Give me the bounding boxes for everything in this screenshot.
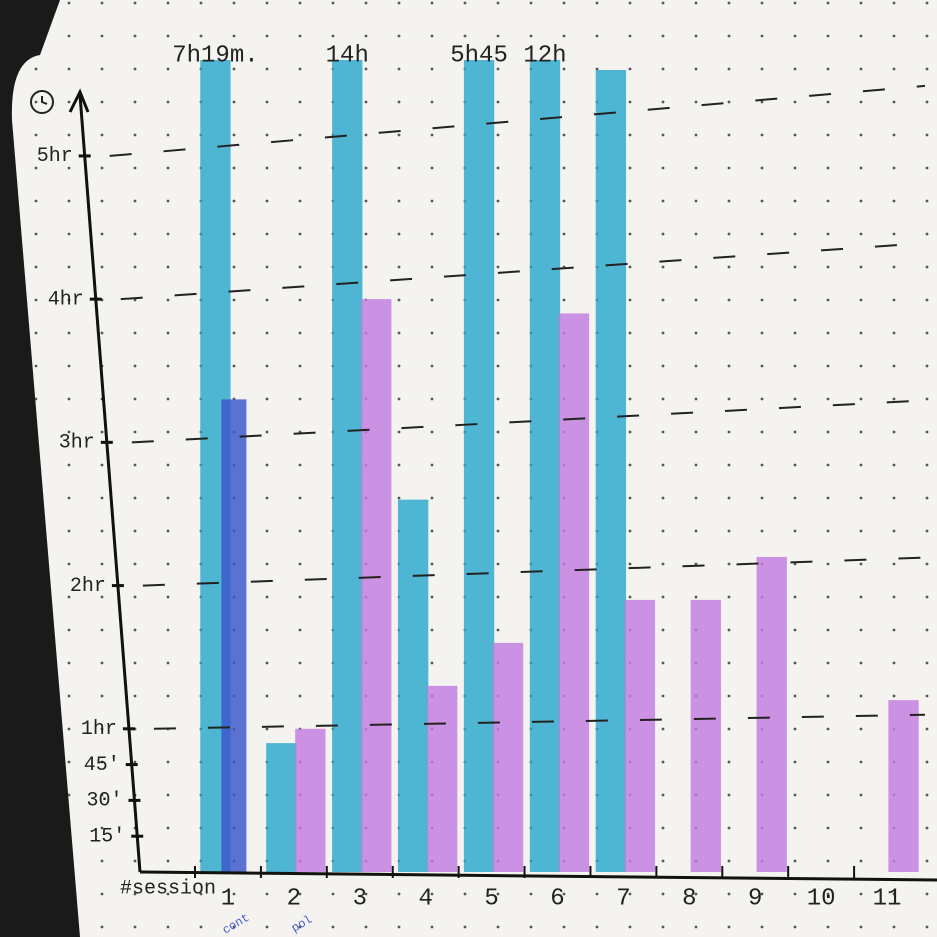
y-tick-label: 2hr xyxy=(70,575,106,598)
grid-line xyxy=(142,556,926,587)
bar xyxy=(529,60,561,872)
bar xyxy=(756,556,787,872)
value-label: 5h45 xyxy=(450,42,508,69)
y-tick-label: 3hr xyxy=(59,432,95,455)
bar xyxy=(398,499,429,872)
x-axis-label: #session xyxy=(120,877,216,900)
y-tick-label: 5hr xyxy=(37,145,73,168)
plot-area xyxy=(200,60,919,873)
y-tick-label: 15' xyxy=(89,825,125,848)
grid-line xyxy=(131,399,926,444)
x-tick-label: 6 xyxy=(550,885,564,912)
bar xyxy=(463,60,495,872)
x-tick-label: 2 xyxy=(287,885,301,912)
value-label: 7h19m. xyxy=(172,42,258,69)
y-tick-label: 30' xyxy=(86,790,122,813)
x-tick-label: 3 xyxy=(353,885,367,912)
bar xyxy=(595,70,627,872)
y-tick-label: 45' xyxy=(84,754,120,777)
y-tick-label: 4hr xyxy=(48,288,84,311)
x-tick-label: 4 xyxy=(418,885,432,912)
bar xyxy=(427,685,458,872)
bar xyxy=(361,299,392,873)
bar xyxy=(888,700,919,872)
x-tick-label: 10 xyxy=(807,885,836,912)
bar xyxy=(690,599,721,872)
clock-hands xyxy=(41,96,48,105)
bar xyxy=(295,728,326,872)
bar xyxy=(266,743,297,872)
x-tick-label: 7 xyxy=(616,885,630,912)
bar xyxy=(624,599,656,872)
x-tick-label: 9 xyxy=(748,885,762,912)
x-axis xyxy=(139,870,937,882)
x-tick-label: 1 xyxy=(221,885,235,912)
clock-icon xyxy=(30,90,54,114)
bar xyxy=(221,399,247,872)
bar xyxy=(558,313,590,872)
bar xyxy=(332,60,363,872)
x-tick-label: 5 xyxy=(484,885,498,912)
y-tick-label: 1hr xyxy=(81,718,117,741)
grid-line xyxy=(153,713,926,730)
y-axis-arrow xyxy=(68,88,90,113)
bar xyxy=(492,642,524,872)
value-label: 14h xyxy=(326,42,369,69)
x-tick-label: 11 xyxy=(873,885,902,912)
x-tick-label: 8 xyxy=(682,885,696,912)
value-label: 12h xyxy=(523,42,566,69)
y-axis xyxy=(78,94,142,873)
